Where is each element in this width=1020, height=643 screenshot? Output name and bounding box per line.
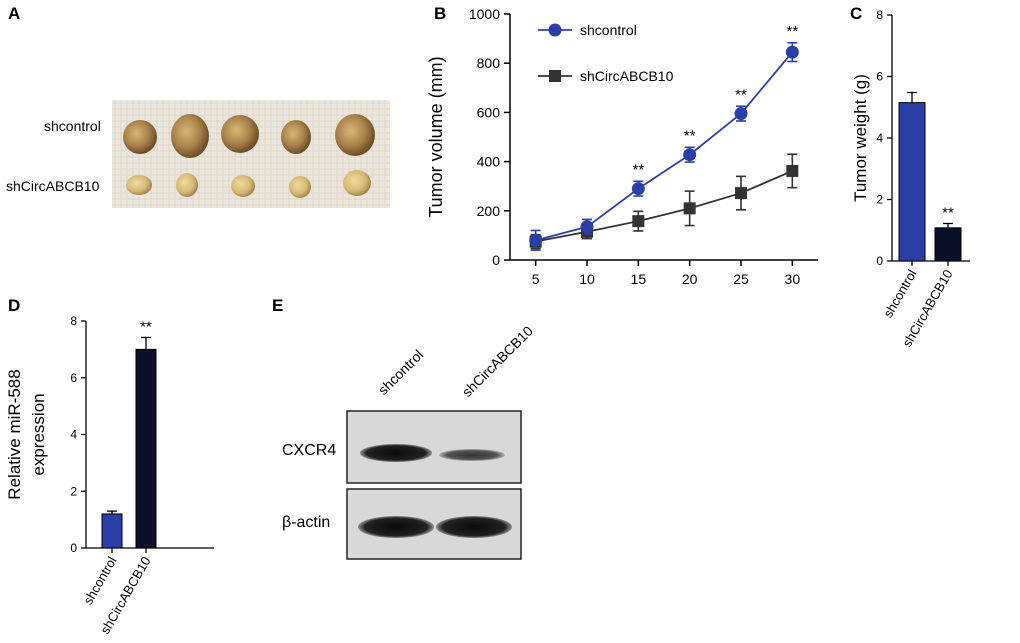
y-tick-label: 200: [477, 203, 501, 219]
legend-label-shcircabcb10: shCircABCB10: [580, 68, 674, 84]
data-point: [683, 202, 696, 215]
tumor-shcontrol-2: [171, 114, 209, 158]
x-tick-label: 15: [631, 271, 647, 287]
legend-label-shcontrol: shcontrol: [580, 22, 637, 38]
band-actin-shcontrol: [358, 516, 434, 538]
tumor-shcircabcb10-2: [176, 173, 198, 197]
y-tick-label: 0: [70, 541, 77, 555]
tumor-shcircabcb10-4: [289, 176, 311, 198]
significance-marker: **: [786, 23, 798, 40]
x-tick-label: shcontrol: [880, 267, 919, 320]
data-point: [529, 233, 543, 247]
data-point: [735, 187, 747, 200]
data-point: [734, 107, 748, 121]
y-tick-label: 8: [70, 314, 77, 328]
tumor-shcontrol-4: [281, 120, 311, 154]
y-tick-label: 0: [492, 252, 500, 268]
panel-d-letter: D: [8, 296, 21, 315]
bar-0: [101, 513, 123, 549]
significance-marker: **: [140, 318, 152, 335]
tumor-shcircabcb10-1: [126, 175, 152, 195]
blot-label-cxcr4: CXCR4: [282, 442, 337, 459]
photo-row-label-shcircabcb10: shCircABCB10: [6, 178, 100, 194]
y-tick-label: 8: [876, 8, 883, 22]
bar-0: [898, 102, 926, 262]
x-tick-label: 20: [682, 271, 698, 287]
panel-a-letter: A: [8, 4, 21, 23]
tumor-shcontrol-3: [221, 115, 259, 153]
y-tick-label: 600: [477, 104, 501, 120]
tumor-shcontrol-1: [123, 120, 157, 154]
y-axis-title: expression: [29, 393, 48, 475]
x-tick-label: 25: [733, 271, 749, 287]
significance-marker: **: [632, 161, 644, 178]
y-tick-label: 0: [876, 254, 883, 268]
photo-row-label-shcontrol: shcontrol: [44, 118, 101, 134]
bar-1: [135, 348, 157, 549]
x-tick-label: 10: [579, 271, 595, 287]
data-point: [632, 215, 645, 228]
panel-c-letter: C: [850, 4, 863, 23]
legend-marker-shcontrol: [548, 23, 562, 37]
panel-b-letter: B: [434, 4, 447, 23]
tumor-volume-chart: 0 200 400 600 800 1000 5 10 15 20 25 30 Tumor volume…: [426, 6, 818, 287]
y-tick-label: 2: [70, 484, 77, 498]
data-point: [785, 45, 799, 59]
bar-1: [934, 227, 962, 262]
data-point: [683, 148, 697, 162]
western-blot: [346, 410, 522, 560]
band-cxcr4-shcircabcb10: [439, 449, 505, 461]
y-axis-title: Relative miR-588: [5, 369, 24, 499]
band-actin-shcircabcb10: [436, 516, 512, 538]
data-point: [580, 220, 594, 234]
band-cxcr4-shcontrol: [360, 444, 432, 462]
legend-marker-shcircabcb10: [549, 70, 561, 82]
series-line-0: [535, 51, 794, 242]
y-tick-label: 2: [876, 193, 883, 207]
x-tick-label: 30: [785, 271, 801, 287]
y-axis-title: Tumor volume (mm): [426, 56, 446, 217]
significance-marker: **: [735, 86, 747, 103]
significance-marker: **: [942, 204, 954, 221]
y-tick-label: 6: [70, 371, 77, 385]
data-point: [631, 182, 645, 196]
y-tick-label: 4: [70, 428, 77, 442]
significance-marker: **: [684, 127, 696, 144]
x-tick-label: 5: [532, 271, 540, 287]
series-line-1: [535, 170, 793, 243]
y-tick-label: 4: [876, 131, 883, 145]
blot-lane-label-shcircabcb10: shCircABCB10: [458, 322, 537, 400]
y-axis-title: Tumor weight (g): [851, 74, 870, 202]
tumor-shcircabcb10-5: [343, 170, 371, 196]
y-tick-label: 800: [477, 55, 501, 71]
data-point: [786, 164, 799, 177]
y-tick-label: 1000: [469, 6, 500, 22]
panel-e-letter: E: [272, 296, 284, 315]
y-tick-label: 400: [477, 154, 501, 170]
blot-lane-label-shcontrol: shcontrol: [374, 346, 427, 398]
tumor-photo: [112, 100, 390, 208]
tumor-shcircabcb10-3: [231, 175, 255, 197]
y-tick-label: 6: [876, 70, 883, 84]
blot-label-beta-actin: β-actin: [282, 514, 331, 531]
tumor-shcontrol-5: [335, 114, 375, 156]
